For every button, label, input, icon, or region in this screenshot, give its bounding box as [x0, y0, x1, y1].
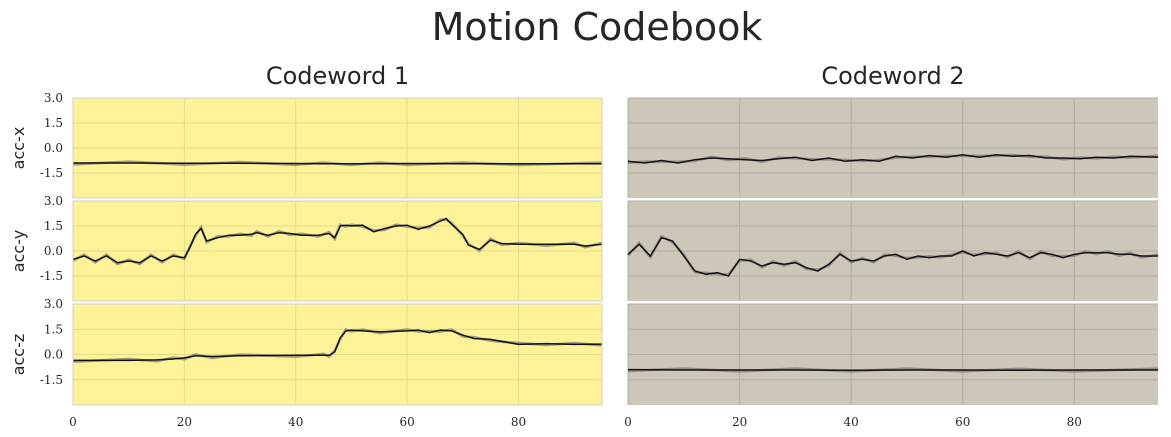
y-tick-label: 0.0: [44, 141, 63, 155]
x-tick-label: 40: [844, 415, 859, 429]
x-tick-label: 80: [1067, 415, 1082, 429]
series-acc-z: [73, 329, 603, 362]
y-tick-label: 3.0: [44, 91, 63, 105]
y-tick-label: 1.5: [44, 116, 63, 130]
column-title-2: Codeword 2: [821, 62, 964, 90]
y-tick-label: -1.5: [40, 269, 63, 283]
panel-1-acc-x: [72, 97, 603, 199]
y-tick-label: -1.5: [40, 373, 63, 387]
series-acc-x: [73, 162, 603, 165]
x-tick-label: 80: [511, 415, 526, 429]
x-tick-label: 0: [69, 415, 77, 429]
y-tick-label: 0.0: [44, 348, 63, 362]
panel-frame: [72, 200, 603, 302]
panel-1-acc-z: [72, 303, 603, 406]
column-title-1: Codeword 1: [266, 62, 409, 90]
x-tick-label: 20: [732, 415, 747, 429]
series-acc-z: [627, 368, 1158, 371]
y-tick-label: -1.5: [40, 166, 63, 180]
y-tick-label: 0.0: [44, 244, 63, 258]
panel-2-acc-z: [627, 303, 1159, 405]
y-tick-label: 3.0: [44, 194, 63, 208]
panel-1-acc-y: [72, 200, 603, 302]
series-acc-y: [72, 217, 603, 264]
row-label-acc-y: acc-y: [9, 230, 28, 272]
x-tick-label: 0: [624, 415, 632, 429]
y-tick-label: 3.0: [44, 297, 63, 311]
panel-2-acc-x: [627, 97, 1159, 198]
x-tick-label: 60: [399, 415, 414, 429]
row-label-acc-z: acc-z: [9, 334, 28, 376]
x-tick-label: 40: [288, 415, 303, 429]
row-label-acc-x: acc-x: [9, 127, 28, 170]
panel-frame: [72, 303, 603, 406]
series-acc-y: [627, 236, 1158, 277]
x-tick-label: 60: [955, 415, 970, 429]
panel-frame: [72, 97, 603, 199]
x-tick-label: 20: [177, 415, 192, 429]
series-acc-x: [627, 153, 1159, 164]
y-tick-label: 1.5: [44, 219, 63, 233]
figure-title: Motion Codebook: [432, 5, 763, 49]
y-tick-label: 1.5: [44, 322, 63, 336]
panel-2-acc-y: [627, 200, 1159, 301]
